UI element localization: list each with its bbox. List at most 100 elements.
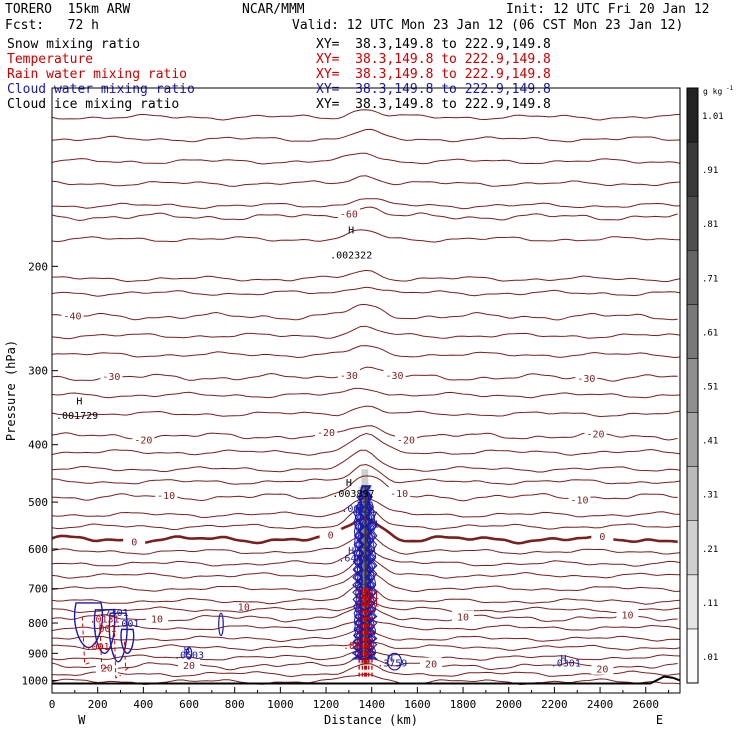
isotherm-line	[52, 303, 678, 321]
header-center: NCAR/MMM	[242, 2, 305, 17]
isotherm-label-bg	[61, 309, 84, 322]
isobar-contour	[52, 345, 680, 359]
isotherm-label: -40	[64, 311, 82, 322]
isotherm-label-bg	[319, 528, 342, 541]
annotation-label: .0503	[174, 650, 204, 661]
isotherm-line	[52, 425, 678, 441]
x-tick-label: 400	[133, 698, 153, 711]
x-axis-label: Distance (km)	[324, 713, 418, 727]
isotherm-label: 10	[457, 612, 469, 623]
x-tick-label: 1000	[267, 698, 294, 711]
y-axis-label: Pressure (hPa)	[4, 340, 18, 441]
isobar-contour	[52, 533, 680, 555]
isotherm-label: -30	[340, 371, 358, 382]
annotation-label: H	[184, 645, 190, 656]
isotherm-label-bg	[337, 207, 360, 220]
header-fcst: Fcst: 72 h	[5, 18, 99, 33]
colorbar-tick-label: .91	[702, 166, 718, 176]
isotherm-label-bg	[575, 371, 598, 384]
isobar-contour	[52, 229, 680, 243]
annotation-label: .001729	[56, 411, 98, 422]
annotation-label: .6496	[338, 554, 368, 565]
y-tick-label: 300	[28, 365, 48, 378]
colorbar-tick-label: 1.01	[702, 112, 724, 122]
colorbar-segment	[686, 628, 699, 684]
isobar-contour	[52, 432, 680, 456]
isobar-contour	[52, 109, 680, 121]
x-end-label-west: W	[78, 713, 86, 727]
cloud-water-cell	[120, 628, 135, 655]
isobar-contour	[52, 198, 680, 210]
isotherm-label: 0	[599, 532, 605, 543]
isotherm-label: 20	[425, 660, 437, 671]
colorbar-tick-label: .71	[702, 274, 718, 284]
colorbar-segment	[686, 412, 699, 467]
isotherm-label: 0	[328, 530, 334, 541]
legend-name-snow: Snow mixing ratio	[7, 37, 141, 52]
isotherm-label-bg	[591, 530, 614, 543]
annotation-label: .0301	[551, 659, 581, 670]
x-end-label-east: E	[656, 713, 663, 727]
isobar-contour	[52, 286, 680, 297]
x-tick-label: 200	[88, 698, 108, 711]
isotherm-label: -20	[134, 435, 152, 446]
terrain-line	[52, 675, 681, 685]
x-tick-label: 0	[49, 698, 56, 711]
x-tick-label: 2000	[495, 698, 522, 711]
colorbar-segment	[686, 141, 699, 197]
isotherm-label-bg	[178, 659, 201, 672]
annotation-label: .3759	[377, 659, 407, 670]
annotation-label: .003897	[332, 489, 374, 500]
colorbar-tick-label: .81	[702, 220, 718, 230]
isobar-contour	[52, 463, 680, 485]
isobar-contour	[52, 387, 680, 399]
colorbar-tick-label: .11	[702, 599, 718, 609]
isotherm-label: -60	[340, 209, 358, 220]
x-tick-label: 1200	[313, 698, 340, 711]
isobar-contour	[52, 546, 680, 567]
isobar-contour	[52, 663, 680, 678]
plot-frame	[51, 87, 681, 694]
cloud-water-small-cell	[387, 652, 402, 671]
colorbar-tick-label: .21	[702, 545, 718, 555]
isotherm-label-bg	[591, 662, 614, 675]
isotherm-label: 20	[596, 665, 608, 676]
isotherm-line	[52, 517, 678, 545]
legend-xy-cloud-ice: XY= 38.3,149.8 to 222.9,149.8	[316, 97, 551, 112]
isotherm-label: -10	[157, 491, 175, 502]
x-tick-label: 1400	[358, 698, 385, 711]
colorbar-tick-label: .01	[702, 653, 718, 663]
legend-name-temperature: Temperature	[7, 52, 94, 67]
y-tick-label: 400	[28, 439, 48, 452]
isobar-contour	[52, 175, 680, 187]
rain-water-cell	[113, 626, 121, 679]
isotherm-label: -10	[390, 489, 408, 500]
annotation-label: .001	[115, 619, 139, 630]
isotherm-label: -10	[570, 495, 588, 506]
isotherm-label-bg	[132, 433, 155, 446]
isobar-contour	[52, 569, 680, 593]
annotation-label: .001	[355, 591, 379, 602]
colorbar-frame	[686, 87, 699, 684]
colorbar-segment	[686, 466, 699, 521]
isotherm-label: -30	[102, 372, 120, 383]
cloud-water-cell	[108, 612, 128, 663]
storm-top-shading	[361, 469, 369, 487]
isobar-contour	[52, 497, 680, 519]
isotherm-label-bg	[123, 535, 146, 548]
colorbar-unit: g kg	[703, 87, 722, 96]
isotherm-label: 20	[101, 663, 113, 674]
isobar-contour	[52, 449, 680, 473]
y-tick-label: 600	[28, 543, 48, 556]
annotation-label: H	[76, 396, 82, 407]
annotation-label: .8803	[343, 641, 373, 652]
cloud-water-small-cell	[218, 612, 224, 637]
isotherm-label: -30	[386, 371, 404, 382]
rain-water-cell	[81, 616, 93, 666]
isobar-contour	[52, 627, 680, 643]
legend-name-cloud-water: Cloud water mixing ratio	[7, 82, 195, 97]
colorbar-segment	[686, 87, 699, 143]
colorbar-tick-label: .61	[702, 328, 718, 338]
isotherm-label-bg	[452, 610, 475, 623]
